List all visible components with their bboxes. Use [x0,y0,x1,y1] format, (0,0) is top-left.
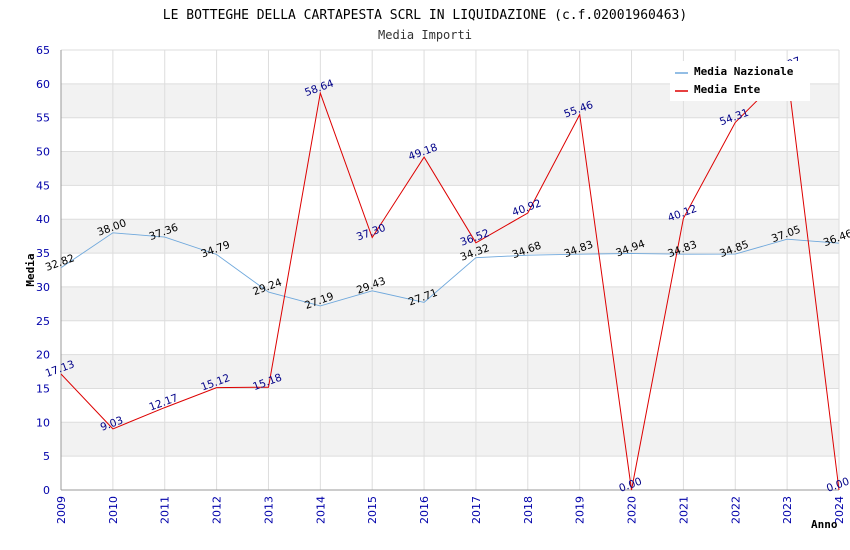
y-tick-label: 40 [36,213,50,226]
x-tick-label: 2011 [159,496,172,524]
x-axis-label: Anno [811,518,838,531]
x-tick-label: 2019 [574,496,587,524]
series-line-media-nazionale [60,232,840,307]
grid-band [61,354,839,389]
x-tick-label: 2012 [211,496,224,524]
y-tick-label: 30 [36,281,50,294]
x-tick-label: 2023 [781,496,794,524]
y-tick-label: 5 [43,450,50,463]
y-tick-label: 25 [36,315,50,328]
grid-band [61,422,839,457]
grid-band [61,117,839,152]
y-tick-labels: 0 5 10 15 20 25 30 35 40 45 50 55 60 65 [36,44,50,497]
grid-band [61,320,839,355]
y-tick-label: 35 [36,247,50,260]
y-tick-label: 0 [43,484,50,497]
y-tick-label: 15 [36,382,50,395]
grid-band [61,151,839,186]
grid-band [61,456,839,490]
grid-band [61,219,839,254]
grid-band [61,253,839,287]
x-tick-label: 2022 [729,496,742,524]
series-line-media-ente [60,69,840,491]
x-tick-label: 2018 [522,496,535,524]
series-lines [60,69,840,491]
x-tick-label: 2014 [314,496,327,524]
y-axis-label: Media [24,253,37,286]
x-tick-label: 2010 [107,496,120,524]
y-tick-label: 60 [36,78,50,91]
grid-band [61,185,839,220]
grid-lines [60,49,840,491]
y-tick-label: 65 [36,44,50,57]
y-tick-label: 50 [36,146,50,159]
y-tick-label: 55 [36,112,50,125]
legend: Media Nazionale Media Ente [670,61,810,101]
y-tick-label: 20 [36,349,50,362]
legend-box [670,61,810,101]
x-tick-label: 2017 [470,496,483,524]
x-tick-labels: 2009 2010 2011 2012 2013 2014 2015 2016 2017 2018… [55,496,846,524]
x-tick-label: 2013 [262,496,275,524]
legend-label-media-nazionale: Media Nazionale [694,65,794,78]
x-tick-label: 2015 [366,496,379,524]
legend-label-media-ente: Media Ente [694,83,761,96]
x-tick-label: 2021 [677,496,690,524]
x-tick-label: 2009 [55,496,68,524]
chart-subtitle: Media Importi [378,28,472,42]
grid-band [61,286,839,321]
y-tick-label: 45 [36,179,50,192]
grid-band [61,388,839,423]
chart-title: LE BOTTEGHE DELLA CARTAPESTA SCRL IN LIQ… [163,8,687,23]
x-tick-label: 2016 [418,496,431,524]
x-tick-label: 2024 [833,496,846,524]
y-tick-label: 10 [36,416,50,429]
x-tick-label: 2020 [626,496,639,524]
